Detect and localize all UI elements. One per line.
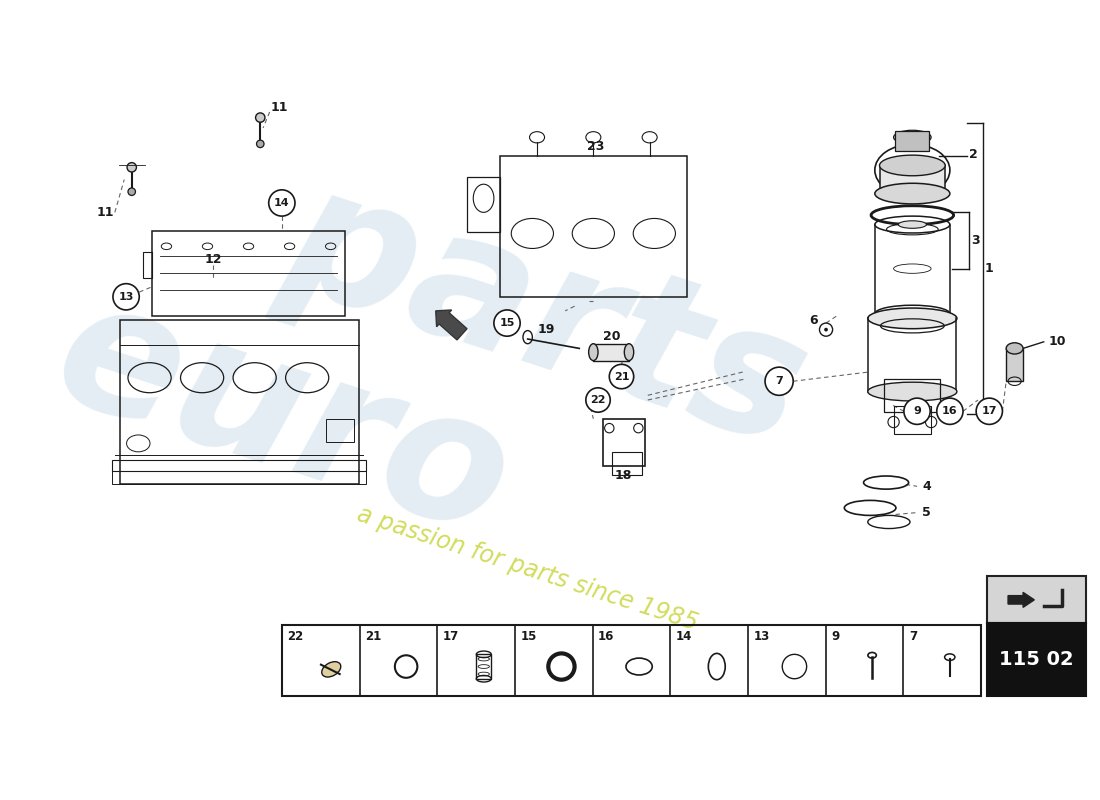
- Circle shape: [494, 310, 520, 336]
- Circle shape: [764, 367, 793, 395]
- Text: 11: 11: [97, 206, 114, 219]
- Circle shape: [937, 398, 962, 424]
- Ellipse shape: [256, 140, 264, 148]
- Ellipse shape: [1006, 342, 1023, 354]
- Bar: [1006, 348, 1023, 382]
- Bar: [476, 654, 492, 678]
- Text: 7: 7: [776, 376, 783, 386]
- Text: 1: 1: [984, 262, 993, 275]
- FancyArrow shape: [1008, 592, 1034, 607]
- Text: euro: euro: [36, 263, 531, 574]
- Bar: [988, 623, 1086, 697]
- Text: 12: 12: [205, 253, 222, 266]
- Bar: [153, 231, 344, 315]
- Text: 18: 18: [615, 469, 632, 482]
- Text: 115 02: 115 02: [999, 650, 1074, 670]
- Bar: [120, 320, 359, 485]
- Text: 23: 23: [587, 140, 605, 153]
- Text: 22: 22: [591, 395, 606, 405]
- Bar: [466, 177, 499, 231]
- Text: 4: 4: [922, 480, 931, 493]
- Bar: [593, 344, 629, 361]
- Bar: [884, 379, 940, 412]
- Bar: [988, 576, 1086, 623]
- Text: 3: 3: [971, 234, 979, 247]
- Text: 13: 13: [119, 292, 134, 302]
- Ellipse shape: [868, 382, 957, 401]
- Text: 20: 20: [604, 330, 620, 342]
- Ellipse shape: [868, 308, 957, 329]
- Text: a passion for parts since 1985: a passion for parts since 1985: [354, 502, 701, 635]
- Text: 22: 22: [287, 630, 304, 643]
- Circle shape: [609, 364, 634, 389]
- Bar: [499, 156, 688, 297]
- Text: 7: 7: [909, 630, 917, 643]
- Bar: [893, 406, 931, 434]
- Ellipse shape: [255, 113, 265, 122]
- Text: 21: 21: [614, 371, 629, 382]
- Ellipse shape: [128, 188, 135, 195]
- Circle shape: [268, 190, 295, 216]
- Circle shape: [586, 388, 611, 412]
- Ellipse shape: [899, 221, 926, 228]
- Text: 9: 9: [913, 406, 921, 416]
- Bar: [112, 471, 366, 485]
- Text: 14: 14: [274, 198, 289, 208]
- Circle shape: [113, 284, 140, 310]
- Ellipse shape: [588, 344, 598, 361]
- Text: 6: 6: [810, 314, 818, 326]
- Text: 2: 2: [969, 148, 978, 161]
- Text: 16: 16: [598, 630, 615, 643]
- Text: 11: 11: [271, 101, 288, 114]
- Text: 13: 13: [754, 630, 770, 643]
- Ellipse shape: [625, 344, 634, 361]
- Text: 15: 15: [520, 630, 537, 643]
- Circle shape: [904, 398, 931, 424]
- Text: 9: 9: [832, 630, 839, 643]
- Text: 14: 14: [675, 630, 692, 643]
- Bar: [880, 166, 945, 194]
- Circle shape: [824, 328, 828, 331]
- Ellipse shape: [126, 162, 136, 172]
- Text: parts: parts: [265, 150, 827, 482]
- Text: 15: 15: [499, 318, 515, 328]
- Ellipse shape: [880, 155, 945, 176]
- Text: 17: 17: [981, 406, 997, 416]
- Text: 10: 10: [1049, 335, 1067, 348]
- Bar: [895, 130, 930, 151]
- Text: 21: 21: [365, 630, 382, 643]
- FancyArrow shape: [436, 310, 468, 340]
- Bar: [112, 460, 366, 471]
- Text: 5: 5: [922, 506, 931, 519]
- Circle shape: [976, 398, 1002, 424]
- Ellipse shape: [321, 662, 341, 677]
- Ellipse shape: [874, 183, 950, 204]
- Bar: [612, 452, 642, 475]
- Bar: [282, 625, 981, 697]
- Ellipse shape: [893, 130, 931, 144]
- Bar: [326, 418, 354, 442]
- Bar: [603, 418, 645, 466]
- Text: 17: 17: [443, 630, 459, 643]
- Text: 16: 16: [942, 406, 958, 416]
- Text: 19: 19: [538, 323, 556, 336]
- Bar: [143, 252, 153, 278]
